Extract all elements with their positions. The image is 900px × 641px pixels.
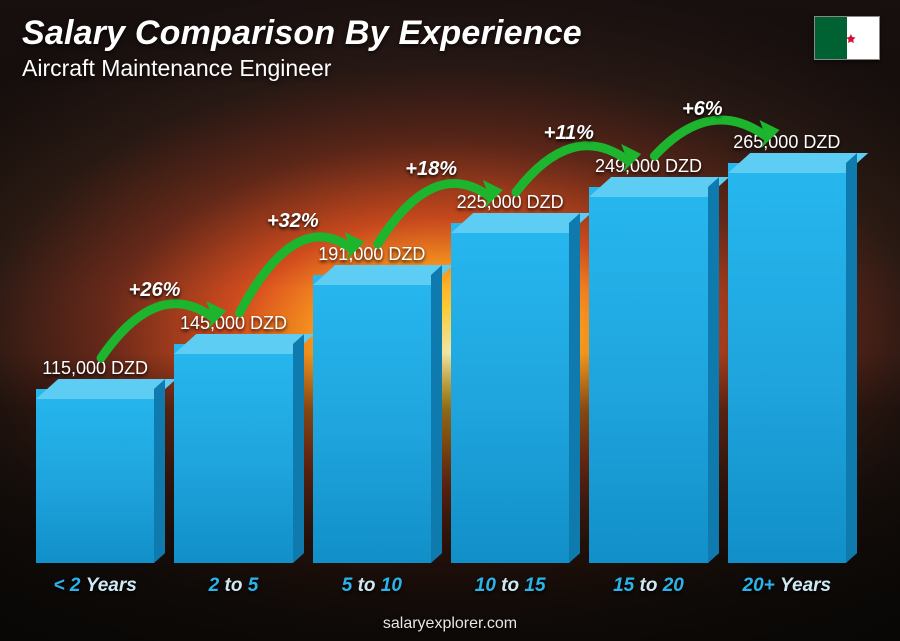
bar-front-face [728,163,846,563]
pct-change-label: +6% [682,98,723,121]
bar-front-face [174,344,292,563]
bar-front-face [36,389,154,563]
bar-value-label: 249,000 DZD [595,156,702,177]
bar [313,275,431,563]
bar [36,389,154,563]
bar-value-label: 115,000 DZD [42,358,148,379]
bar-group: 265,000 DZD 20+ Years [728,132,846,597]
bar-side-face [708,177,719,563]
bar [451,223,569,563]
bar-side-face [154,379,165,563]
bar-chart: 115,000 DZD < 2 Years 145,000 DZD 2 to 5 191… [36,77,846,597]
bar-category-label: < 2 Years [54,575,137,597]
footer-credit: salaryexplorer.com [0,615,900,633]
chart-title: Salary Comparison By Experience [22,14,582,53]
bar-front-face [313,275,431,563]
bar-front-face [451,223,569,563]
bar-value-label: 191,000 DZD [318,244,425,265]
bar-side-face [569,213,580,563]
bar-category-label: 5 to 10 [342,575,402,597]
bar-value-label: 265,000 DZD [733,132,840,153]
header: Salary Comparison By Experience Aircraft… [22,14,582,82]
bar-category-label: 2 to 5 [209,575,259,597]
bar [174,344,292,563]
pct-change-label: +26% [129,279,181,302]
bar-group: 225,000 DZD 10 to 15 [451,192,569,597]
bar-side-face [293,334,304,563]
bar-value-label: 225,000 DZD [457,192,564,213]
bar-category-label: 20+ Years [743,575,832,597]
bar-group: 145,000 DZD 2 to 5 [174,313,292,597]
bar-group: 115,000 DZD < 2 Years [36,358,154,597]
bar-group: 249,000 DZD 15 to 20 [589,156,707,597]
pct-change-label: +32% [267,210,319,233]
bar [728,163,846,563]
bar-value-label: 145,000 DZD [180,313,287,334]
bar-front-face [589,187,707,563]
bar [589,187,707,563]
country-flag [814,16,880,60]
bar-category-label: 10 to 15 [475,575,546,597]
flag-crescent-star-icon [834,25,860,51]
bar-category-label: 15 to 20 [613,575,684,597]
bar-side-face [431,265,442,563]
bar-group: 191,000 DZD 5 to 10 [313,244,431,597]
chart-canvas: Salary Comparison By Experience Aircraft… [0,0,900,641]
pct-change-label: +11% [544,122,594,145]
bar-side-face [846,153,857,563]
pct-change-label: +18% [405,158,457,181]
